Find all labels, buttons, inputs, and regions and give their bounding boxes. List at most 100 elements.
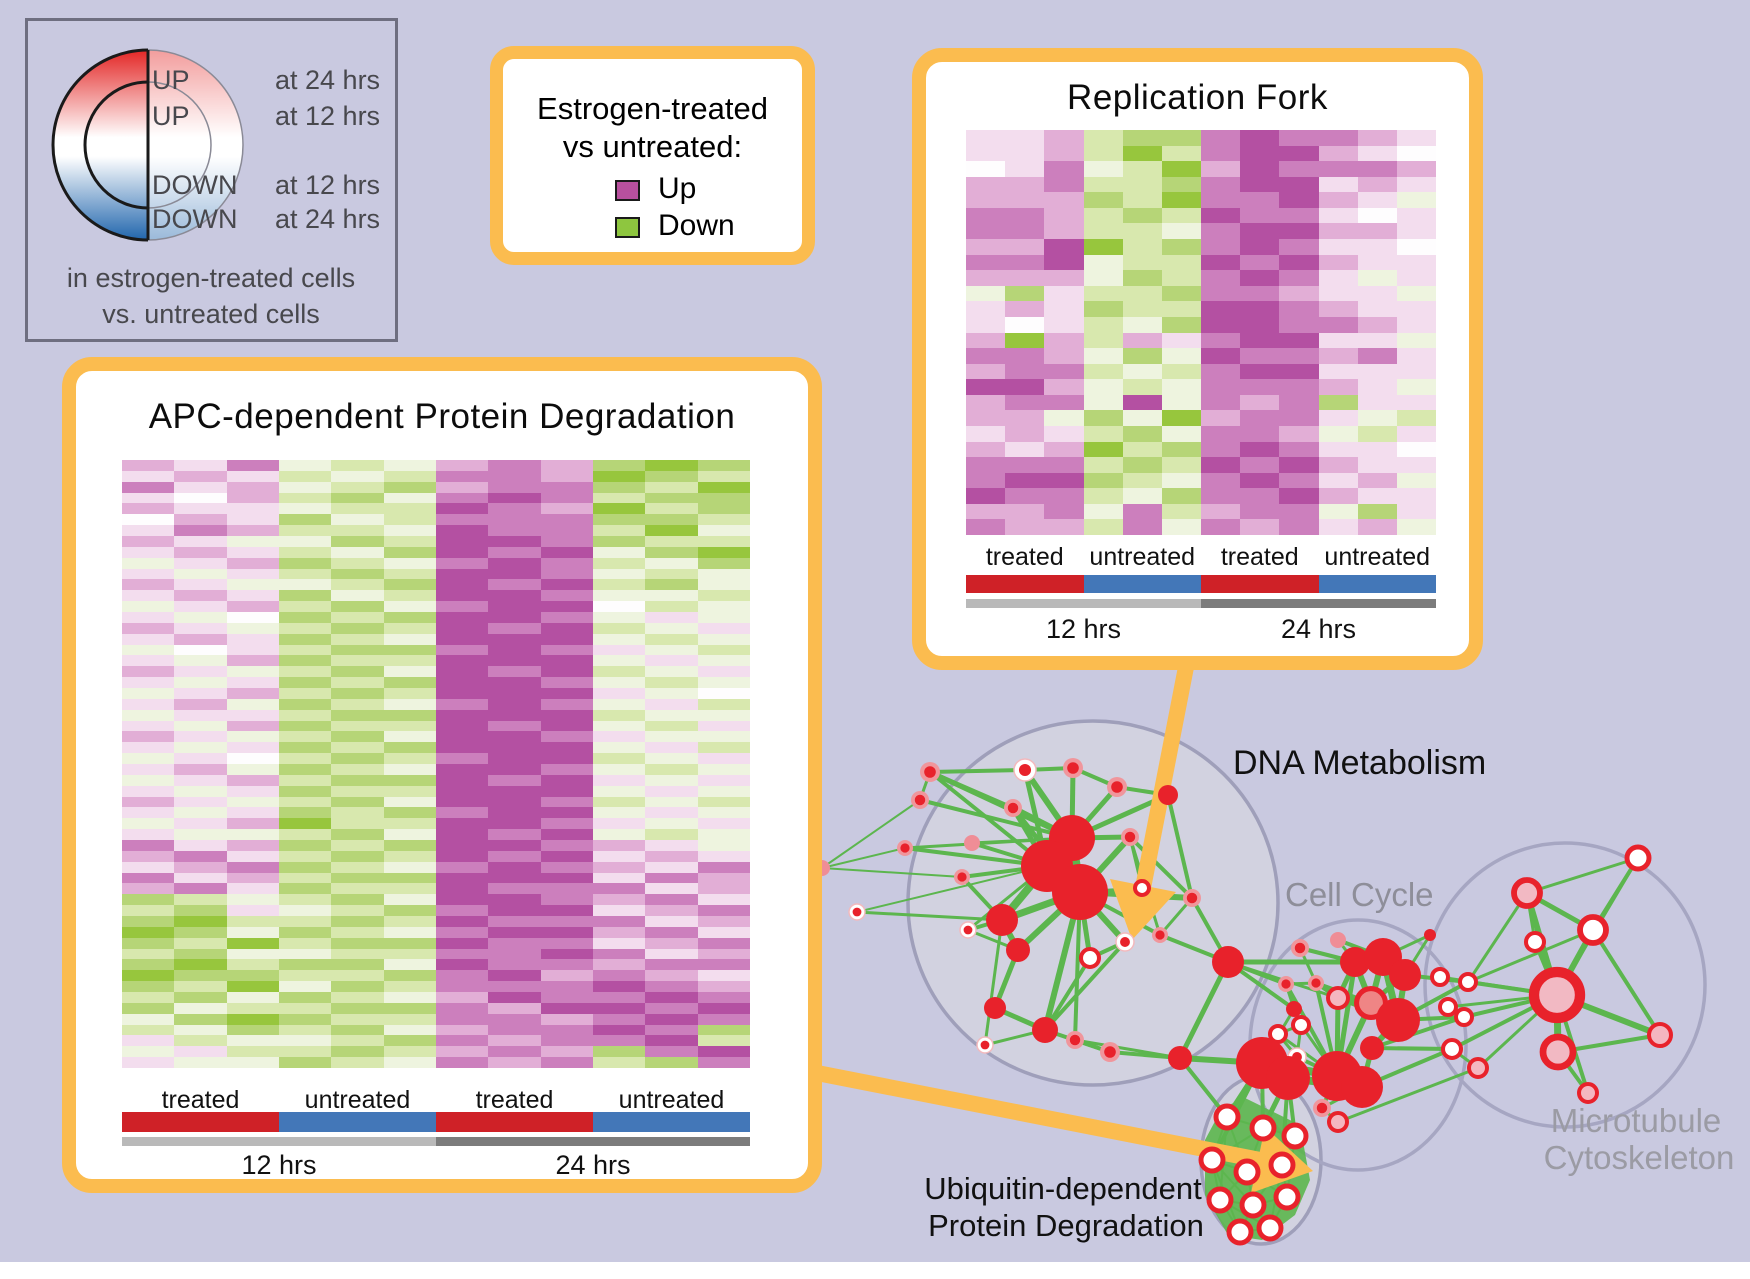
group-label: treated: [985, 543, 1064, 571]
time-label: 12 hrs: [241, 1150, 317, 1180]
network-label: Microtubule: [1551, 1102, 1722, 1139]
heatmap-cell: [1318, 285, 1358, 302]
heatmap-cell: [540, 535, 593, 547]
heatmap-cell: [174, 915, 227, 927]
heatmap-cell: [331, 915, 384, 927]
heatmap-cell: [1318, 239, 1358, 255]
heatmap-cell: [645, 698, 698, 710]
heatmap-cell: [488, 720, 541, 732]
heatmap-cell: [1201, 254, 1241, 271]
heatmap-cell: [1201, 503, 1241, 520]
heatmap-cell: [1005, 145, 1045, 162]
heatmap-cell: [1044, 379, 1084, 395]
heatmap-cell: [1357, 239, 1397, 255]
heatmap-cell: [697, 666, 750, 678]
heatmap-cell: [383, 481, 436, 493]
network-node-core: [924, 766, 936, 778]
heatmap-cell: [122, 807, 175, 819]
heatmap-cell: [592, 481, 646, 493]
heatmap-cell: [645, 611, 698, 623]
heatmap-cell: [331, 535, 384, 547]
heatmap-cell: [331, 579, 384, 591]
heatmap-cell: [278, 883, 332, 895]
heatmap-cell: [966, 379, 1006, 395]
heatmap-cell: [592, 742, 646, 754]
heatmap-cell: [278, 611, 332, 623]
heatmap-cell: [645, 894, 698, 906]
heatmap-cell: [383, 698, 436, 710]
heatmap-cell: [122, 731, 175, 743]
heatmap-cell: [592, 785, 646, 797]
heatmap-cell: [383, 742, 436, 754]
heatmap-cell: [435, 883, 489, 895]
heatmap-cell: [1201, 348, 1241, 364]
network-node: [1249, 1114, 1277, 1142]
heatmap-cell: [1201, 301, 1241, 317]
heatmap-cell: [435, 861, 489, 873]
heatmap-cell: [174, 991, 227, 1003]
legend-caption-line1: in estrogen-treated cells: [67, 263, 355, 293]
heatmap-cell: [174, 753, 227, 764]
heatmap-cell: [278, 1002, 332, 1014]
heatmap-cell: [1161, 441, 1201, 458]
heatmap-cell: [226, 981, 279, 992]
heatmap-cell: [1240, 207, 1280, 224]
heatmap-cell: [1396, 425, 1436, 442]
heatmap-cell: [488, 818, 541, 830]
heatmap-cell: [540, 557, 593, 569]
heatmap-cell: [331, 796, 384, 808]
heatmap-cell: [331, 1057, 384, 1068]
heatmap-cell: [540, 525, 593, 536]
heatmap-cell: [488, 503, 541, 515]
heatmap-cell: [1005, 363, 1045, 380]
heatmap-cell: [1279, 285, 1319, 302]
heatmap-cell: [226, 514, 279, 526]
heatmap-cell: [331, 991, 384, 1003]
network-node: [1454, 1007, 1474, 1027]
network-edge: [1526, 856, 1639, 895]
heatmap-cell: [383, 611, 436, 623]
heatmap-cell: [383, 525, 436, 536]
heatmap-cell: [697, 720, 750, 732]
heatmap-cell: [697, 818, 750, 830]
heatmap-cell: [697, 633, 750, 645]
heatmap-cell: [540, 905, 593, 916]
heatmap-cell: [331, 1002, 384, 1014]
heatmap-cell: [278, 470, 332, 482]
heatmap-cell: [697, 796, 750, 808]
heatmap-cell: [1396, 348, 1436, 364]
heatmap-cell: [226, 557, 279, 569]
heatmap-cell: [331, 937, 384, 949]
heatmap-cell: [1357, 301, 1397, 317]
network-node: [1577, 1082, 1599, 1104]
heatmap-cell: [122, 666, 175, 678]
heatmap-cell: [645, 590, 698, 602]
heatmap-cell: [331, 807, 384, 819]
heatmap-cell: [1044, 363, 1084, 380]
heatmap-cell: [331, 861, 384, 873]
heatmap-cell: [592, 807, 646, 819]
heatmap-cell: [278, 970, 332, 982]
heatmap-cell: [331, 883, 384, 895]
heatmap-cell: [331, 622, 384, 634]
heatmap-cell: [488, 948, 541, 960]
heatmap-cell: [645, 807, 698, 819]
heatmap-cell: [697, 557, 750, 569]
heatmap-cell: [1044, 316, 1084, 333]
replication-fork-panel: Replication Fork treated untreated treated…: [912, 48, 1483, 670]
heatmap-cell: [966, 130, 1006, 146]
heatmap-cell: [1005, 161, 1045, 177]
heatmap-cell: [435, 872, 489, 884]
heatmap-cell: [1044, 503, 1084, 520]
heatmap-cell: [278, 720, 332, 732]
heatmap-cell: [645, 470, 698, 482]
heatmap-cell: [435, 796, 489, 808]
heatmap-cell: [383, 861, 436, 873]
heatmap-cell: [122, 796, 175, 808]
heatmap-cell: [1044, 161, 1084, 177]
network-node: [1360, 1036, 1384, 1060]
heatmap-cell: [592, 1024, 646, 1036]
heatmap-cell: [435, 481, 489, 493]
heatmap-cell: [1201, 425, 1241, 442]
arrow-replication-to-dna-shaft: [1135, 660, 1195, 890]
